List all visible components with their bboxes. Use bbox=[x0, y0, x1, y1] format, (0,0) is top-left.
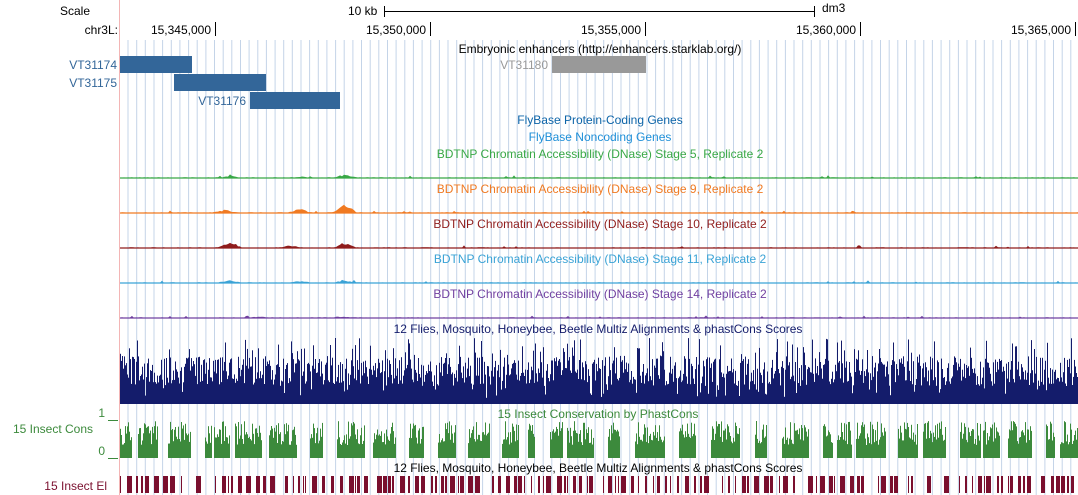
ruler-tick bbox=[645, 22, 646, 36]
dnase-stage14-title[interactable]: BDTNP Chromatin Accessibility (DNase) St… bbox=[433, 287, 767, 301]
enhancer-feature-vt31176[interactable] bbox=[250, 92, 340, 109]
phastcons-side-label[interactable]: 15 Insect Cons bbox=[12, 422, 93, 436]
enhancer-label-vt31175[interactable]: VT31175 bbox=[69, 76, 117, 90]
chrom-label: chr3L: bbox=[84, 23, 118, 37]
assembly-label: dm3 bbox=[822, 1, 846, 15]
elements-side-label[interactable]: 15 Insect El bbox=[44, 479, 107, 493]
enhancer-feature-vt31180[interactable] bbox=[552, 56, 646, 73]
ruler-position-label: 15,350,000 bbox=[365, 23, 426, 37]
dnase-stage5-title[interactable]: BDTNP Chromatin Accessibility (DNase) St… bbox=[436, 147, 764, 161]
phastcons-ymin-tick bbox=[108, 458, 118, 459]
scale-label: Scale bbox=[59, 4, 90, 18]
enhancer-feature-vt31175[interactable] bbox=[174, 74, 266, 91]
phastcons-track-title[interactable]: 15 Insect Conservation by PhastCons bbox=[497, 407, 699, 421]
dnase-stage9-title[interactable]: BDTNP Chromatin Accessibility (DNase) St… bbox=[436, 182, 764, 196]
enhancer-feature-vt31174[interactable] bbox=[120, 56, 192, 73]
ruler-position-label: 15,365,000 bbox=[1010, 23, 1071, 37]
elements-track-title[interactable]: 12 Flies, Mosquito, Honeybee, Beetle Mul… bbox=[393, 461, 803, 475]
left-margin-divider bbox=[119, 0, 120, 495]
enhancers-track-title[interactable]: Embryonic enhancers (http://enhancers.st… bbox=[458, 42, 742, 56]
scale-bar-right-tick bbox=[814, 6, 815, 17]
enhancer-label-vt31180[interactable]: VT31180 bbox=[500, 58, 548, 72]
ruler-tick bbox=[1075, 22, 1076, 36]
ruler-position-label: 15,355,000 bbox=[580, 23, 641, 37]
scale-bar bbox=[384, 11, 814, 12]
flybase-noncoding-title[interactable]: FlyBase Noncoding Genes bbox=[528, 130, 672, 144]
flybase-coding-title[interactable]: FlyBase Protein-Coding Genes bbox=[517, 113, 683, 127]
ruler-tick bbox=[215, 22, 216, 36]
enhancer-label-vt31176[interactable]: VT31176 bbox=[198, 94, 246, 108]
phastcons-ymax-tick bbox=[108, 420, 118, 421]
ruler-tick bbox=[860, 22, 861, 36]
ruler-tick bbox=[430, 22, 431, 36]
scale-bar-left-tick bbox=[384, 6, 385, 17]
ruler-position-label: 15,360,000 bbox=[795, 23, 856, 37]
phastcons-ymax-label: 1 bbox=[98, 406, 105, 420]
scale-bar-label: 10 kb bbox=[348, 4, 378, 18]
dnase-stage11-title[interactable]: BDTNP Chromatin Accessibility (DNase) St… bbox=[433, 252, 767, 266]
enhancer-label-vt31174[interactable]: VT31174 bbox=[69, 58, 117, 72]
multiz-track-title[interactable]: 12 Flies, Mosquito, Honeybee, Beetle Mul… bbox=[393, 322, 803, 336]
ruler-position-label: 15,345,000 bbox=[150, 23, 211, 37]
dnase-stage10-title[interactable]: BDTNP Chromatin Accessibility (DNase) St… bbox=[433, 217, 767, 231]
phastcons-ymin-label: 0 bbox=[98, 444, 105, 458]
